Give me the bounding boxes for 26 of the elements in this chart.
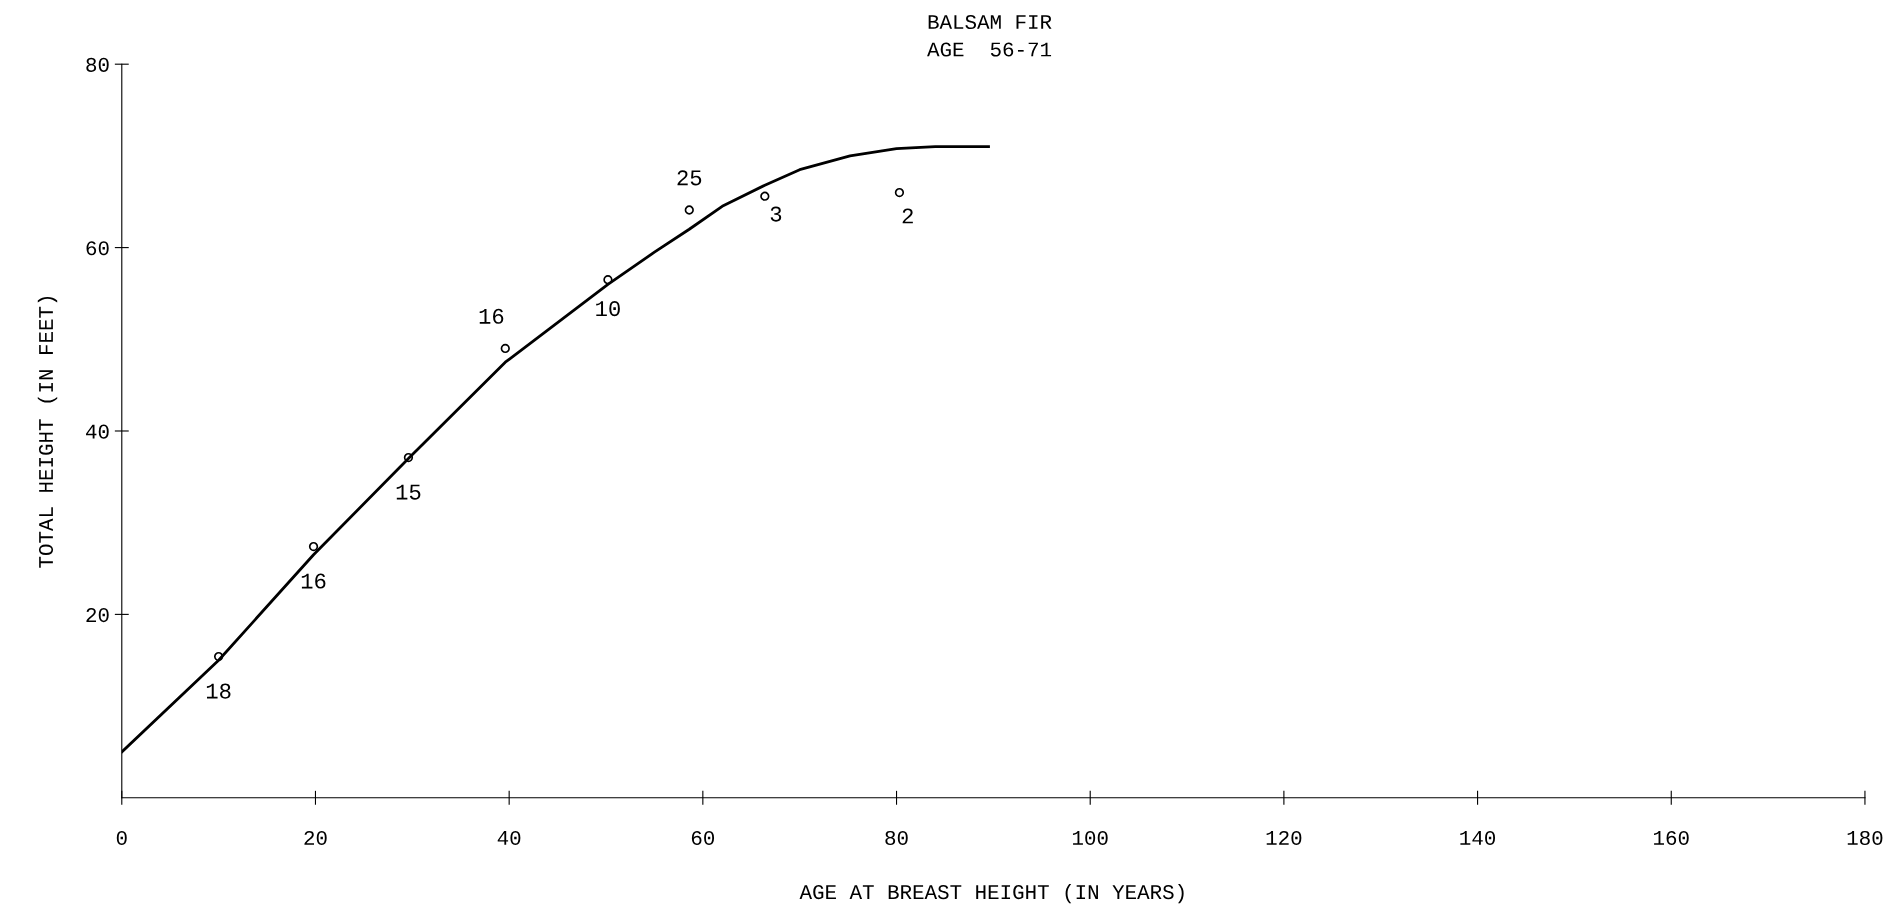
annotation: 16: [301, 573, 326, 589]
x-tick-label: 20: [304, 830, 327, 846]
x-tick-label: 60: [691, 830, 715, 846]
x-tick-label: 180: [1847, 830, 1883, 846]
annotation: 16: [479, 308, 504, 324]
chart-subtitle: AGE 56-71: [927, 42, 1052, 57]
annotation: 3: [770, 206, 782, 222]
y-tick-label: 20: [86, 608, 109, 623]
x-tick-label: 100: [1072, 830, 1108, 846]
x-tick-label: 0: [116, 830, 127, 846]
x-tick-label: 120: [1266, 830, 1302, 846]
x-tick-label: 80: [885, 830, 908, 846]
annotation: 2: [902, 208, 913, 224]
chart-title: BALSAM FIR: [928, 14, 1052, 30]
annotation: 18: [206, 683, 231, 699]
x-tick-label: 160: [1654, 830, 1689, 846]
annotation: 10: [596, 301, 620, 317]
y-axis-title: TOTAL HEIGHT (IN FEET): [37, 296, 58, 568]
annotation: 25: [677, 170, 702, 186]
y-tick-label: 40: [86, 424, 109, 439]
x-axis-title: AGE AT BREAST HEIGHT (IN YEARS): [799, 883, 1184, 904]
y-tick-label: 60: [86, 241, 109, 256]
x-tick-label: 140: [1460, 830, 1496, 846]
annotation: 15: [396, 484, 421, 500]
y-tick-label: 80: [86, 57, 109, 72]
x-tick-label: 40: [497, 830, 521, 846]
